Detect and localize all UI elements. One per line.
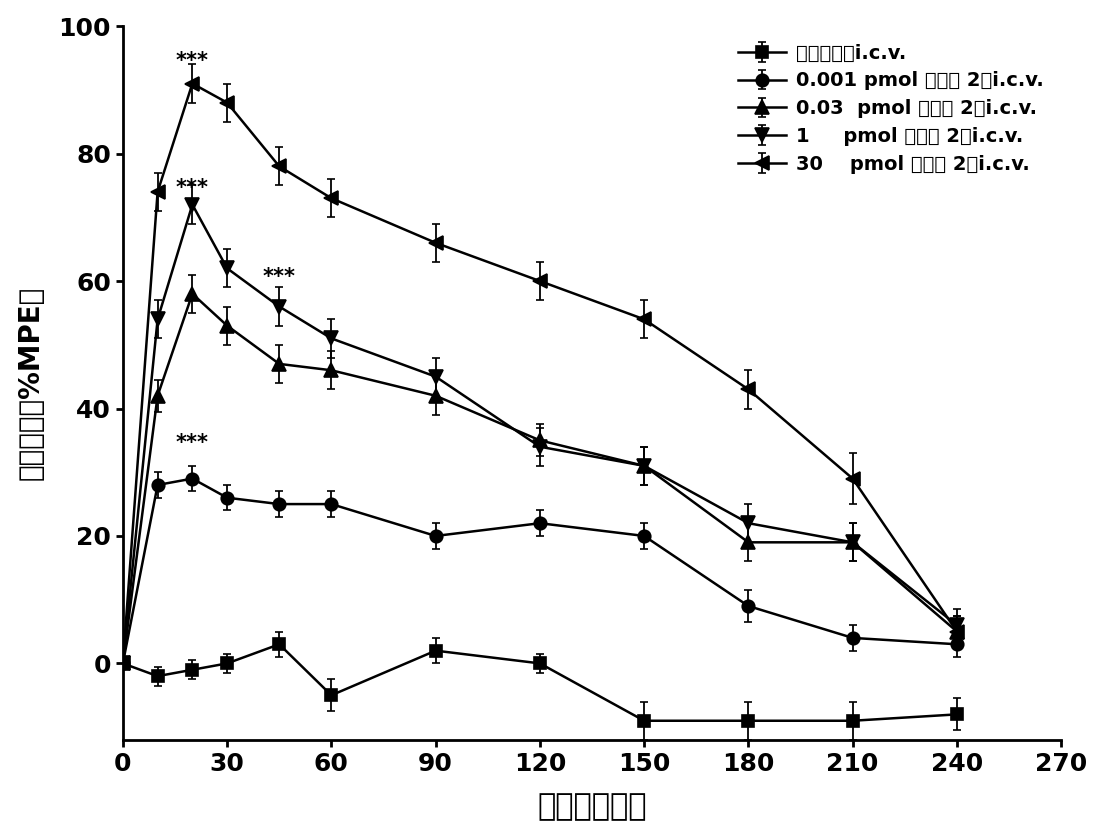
X-axis label: 时间（分钟）: 时间（分钟）	[538, 793, 647, 821]
Text: ***: ***	[176, 433, 209, 453]
Text: ***: ***	[176, 51, 209, 70]
Text: ***: ***	[176, 178, 209, 199]
Y-axis label: 镇痛效应（%MPE）: 镇痛效应（%MPE）	[17, 286, 44, 480]
Legend: 生理盐水，i.c.v., 0.001 pmol 化合物 2，i.c.v., 0.03  pmol 化合物 2，i.c.v., 1     pmol 化合物 2，: 生理盐水，i.c.v., 0.001 pmol 化合物 2，i.c.v., 0.…	[730, 36, 1051, 182]
Text: ***: ***	[263, 267, 296, 287]
